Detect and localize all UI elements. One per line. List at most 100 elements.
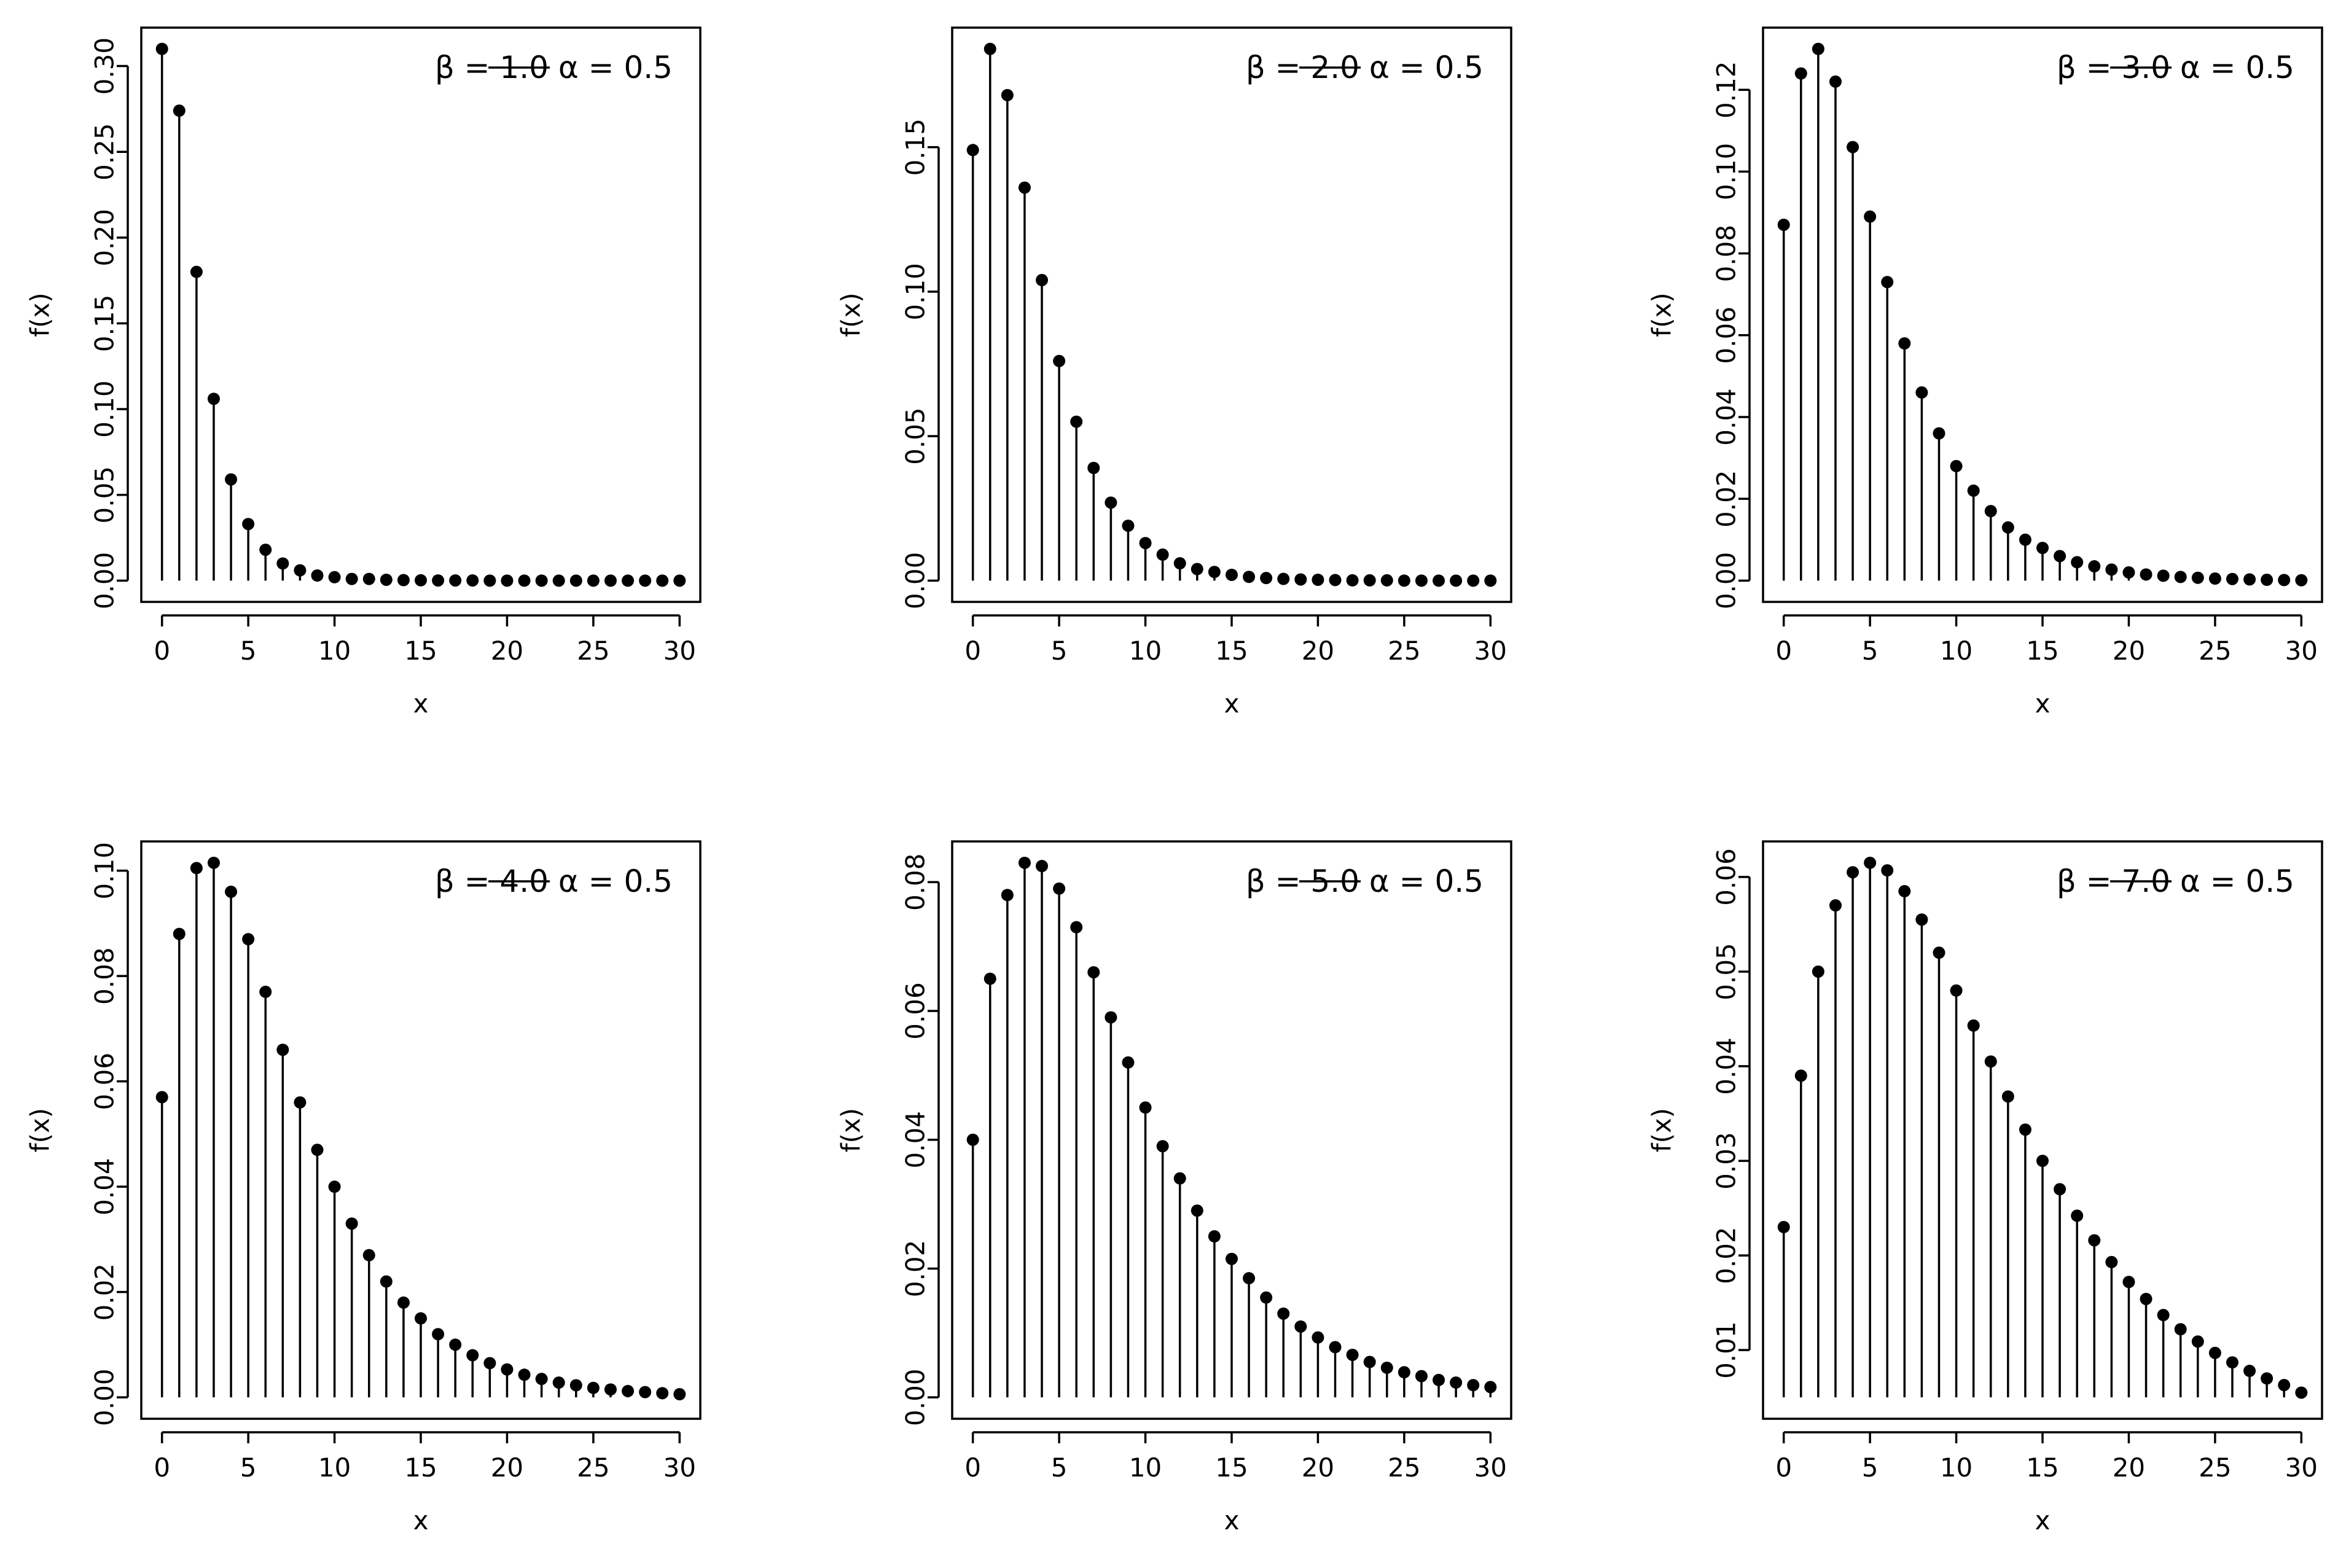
data-point xyxy=(1294,573,1307,586)
x-axis-label: x xyxy=(1224,1505,1240,1535)
y-axis-label: f(x) xyxy=(25,1108,55,1152)
x-tick-label: 0 xyxy=(154,1453,170,1483)
data-point xyxy=(190,862,203,875)
data-point xyxy=(190,265,203,278)
data-point xyxy=(1105,1011,1117,1024)
y-axis-label: f(x) xyxy=(836,1108,866,1152)
data-point xyxy=(639,1386,652,1398)
data-point xyxy=(483,1357,496,1370)
x-tick-label: 0 xyxy=(1775,636,1792,666)
data-point xyxy=(362,1249,375,1262)
data-point xyxy=(587,574,600,587)
y-tick-label: 0.25 xyxy=(90,123,120,181)
y-tick-label: 0.08 xyxy=(90,947,120,1005)
data-point xyxy=(1122,519,1135,532)
data-point xyxy=(1829,899,1842,912)
y-tick-label: 0.10 xyxy=(90,380,120,438)
data-point xyxy=(294,564,307,577)
x-tick-label: 25 xyxy=(1388,1453,1420,1483)
data-point xyxy=(2036,1155,2049,1168)
x-tick-label: 15 xyxy=(2026,1453,2059,1483)
x-tick-label: 25 xyxy=(2199,1453,2231,1483)
data-point xyxy=(328,1180,341,1193)
legend-label: β = 1.0 α = 0.5 xyxy=(435,50,673,85)
data-point xyxy=(2001,521,2014,534)
y-tick-label: 0.10 xyxy=(1711,143,1742,201)
data-point xyxy=(2208,572,2221,585)
y-tick-label: 0.12 xyxy=(1711,61,1742,119)
data-point xyxy=(1346,1348,1359,1361)
data-point xyxy=(225,473,238,486)
data-point xyxy=(1380,574,1393,587)
data-point xyxy=(1087,966,1100,979)
data-point xyxy=(1363,574,1376,587)
data-point xyxy=(449,574,462,587)
chart-panel-4: 0 5 10 15 20 25 30 x 0.00 0.02 0.04 0.06 0.08 0.10 f(x… xyxy=(25,840,702,1535)
x-tick-label: 30 xyxy=(663,1453,696,1483)
data-point xyxy=(207,392,220,405)
data-point xyxy=(1467,574,1480,587)
y-tick-label: 0.15 xyxy=(90,295,120,353)
data-point xyxy=(1864,856,1877,869)
x-tick-label: 15 xyxy=(2026,636,2059,666)
data-point xyxy=(2140,568,2152,581)
data-point xyxy=(155,1091,168,1104)
data-point xyxy=(1191,563,1203,575)
data-point xyxy=(294,1096,307,1109)
data-point xyxy=(397,1296,410,1309)
data-point xyxy=(415,574,427,587)
data-point xyxy=(2001,1090,2014,1103)
data-point xyxy=(1018,856,1031,869)
y-axis-label: f(x) xyxy=(1647,1108,1677,1152)
data-point xyxy=(1277,572,1290,585)
x-tick-label: 10 xyxy=(318,1453,351,1483)
x-tick-label: 20 xyxy=(1302,636,1334,666)
data-point xyxy=(2122,1276,2135,1289)
data-point xyxy=(983,42,996,55)
data-point xyxy=(2140,1292,2152,1305)
data-point xyxy=(345,1217,358,1230)
chart-panel-3: 0 5 10 15 20 25 30 x 0.00 0.02 0.04 0.06 0.08 0.10 0.1… xyxy=(1647,26,2323,719)
data-point xyxy=(1156,1140,1169,1153)
data-point xyxy=(311,1144,324,1156)
legend-label: β = 4.0 α = 0.5 xyxy=(435,864,673,899)
data-point xyxy=(2191,1335,2204,1348)
y-tick-label: 0.10 xyxy=(90,842,120,900)
y-tick-label: 0.00 xyxy=(901,1368,931,1426)
x-tick-label: 25 xyxy=(2199,636,2231,666)
y-tick-label: 0.06 xyxy=(90,1053,120,1110)
data-point xyxy=(1191,1204,1203,1217)
y-tick-label: 0.06 xyxy=(1711,848,1742,906)
y-tick-label: 0.05 xyxy=(90,466,120,524)
x-tick-label: 20 xyxy=(491,636,523,666)
data-point xyxy=(1777,218,1790,231)
x-axis-label: x xyxy=(413,1505,429,1535)
y-tick-label: 0.02 xyxy=(90,1263,120,1321)
data-point xyxy=(1380,1361,1393,1374)
data-point xyxy=(276,557,289,570)
data-point xyxy=(656,574,669,587)
y-tick-label: 0.08 xyxy=(901,854,931,911)
data-point xyxy=(1950,984,1963,997)
data-point xyxy=(2088,560,2101,573)
data-point xyxy=(276,1043,289,1056)
x-tick-label: 5 xyxy=(240,1453,257,1483)
data-point xyxy=(380,1275,393,1288)
chart-panel-5: 0 5 10 15 20 25 30 x 0.00 0.02 0.04 0.06 0.08 f(x) β =… xyxy=(836,840,1512,1535)
data-point xyxy=(259,985,272,998)
data-point xyxy=(2071,1209,2084,1222)
x-tick-label: 5 xyxy=(240,636,257,666)
data-point xyxy=(639,574,652,587)
legend-label: β = 7.0 α = 0.5 xyxy=(2057,864,2294,899)
x-tick-label: 20 xyxy=(2113,1453,2145,1483)
x-tick-label: 0 xyxy=(1775,1453,1792,1483)
data-point xyxy=(1950,459,1963,472)
data-point xyxy=(656,1387,669,1400)
y-tick-label: 0.08 xyxy=(1711,225,1742,283)
data-point xyxy=(1312,573,1324,586)
data-point xyxy=(535,574,548,587)
x-axis-label: x xyxy=(2035,1505,2051,1535)
x-tick-label: 10 xyxy=(318,636,351,666)
plot-frame xyxy=(1762,840,2323,1420)
data-point xyxy=(1967,484,1980,497)
